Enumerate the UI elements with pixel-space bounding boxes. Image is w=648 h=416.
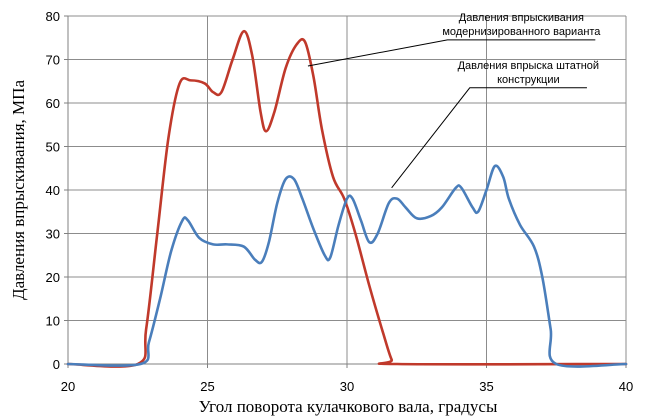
x-tick-label-30: 30 [340, 379, 354, 394]
series-line-1 [66, 29, 628, 368]
y-tick-label-40: 40 [46, 183, 60, 198]
annotation-text-2-1: Давления впрыска штатной [458, 60, 599, 72]
y-tick-label-50: 50 [46, 140, 60, 155]
series-group [66, 29, 628, 368]
tick-labels: 0 10 20 30 40 50 60 70 80 20 25 30 35 40 [46, 9, 634, 394]
x-tick-label-20: 20 [61, 379, 75, 394]
annotation-text-1-1: Давления впрыскивания [459, 12, 584, 24]
x-tick-label-35: 35 [479, 379, 493, 394]
y-tick-label-80: 80 [46, 9, 60, 24]
y-tick-label-20: 20 [46, 270, 60, 285]
y-axis-title: Давления впрыскивания, МПа [9, 80, 28, 300]
annotation-leader-2 [391, 87, 587, 189]
annotation-text-2-2: конструкции [497, 74, 560, 86]
annotation-text-1-2: модернизированного варианта [442, 26, 601, 38]
x-axis-title: Угол поворота кулачкового вала, градусы [199, 397, 498, 416]
y-tick-label-60: 60 [46, 96, 60, 111]
x-tick-label-25: 25 [200, 379, 214, 394]
y-tick-label-0: 0 [53, 357, 60, 372]
annotation-leader-1 [307, 39, 596, 67]
series-line-2 [66, 164, 628, 368]
y-tick-label-10: 10 [46, 314, 60, 329]
y-tick-label-70: 70 [46, 53, 60, 68]
y-tick-label-30: 30 [46, 227, 60, 242]
annotations: Давления впрыскивания модернизированного … [307, 12, 601, 189]
x-tick-label-40: 40 [619, 379, 633, 394]
